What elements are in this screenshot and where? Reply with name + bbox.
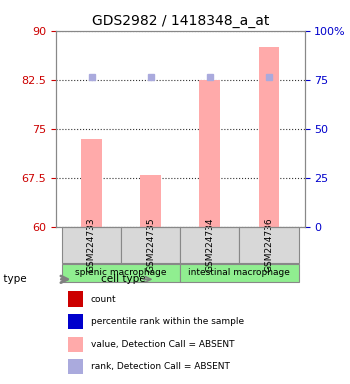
Bar (81, 139, 102, 227)
Text: rank, Detection Call = ABSENT: rank, Detection Call = ABSENT (91, 362, 230, 371)
Bar (68, 314, 83, 329)
FancyBboxPatch shape (180, 264, 299, 282)
Text: GSM224734: GSM224734 (205, 218, 214, 272)
Text: cell type: cell type (0, 274, 26, 284)
Text: value, Detection Call = ABSENT: value, Detection Call = ABSENT (91, 340, 234, 349)
Bar (259, 47, 279, 227)
Bar (68, 359, 83, 374)
Bar (68, 291, 83, 306)
Text: splenic macrophage: splenic macrophage (75, 268, 167, 278)
FancyBboxPatch shape (62, 264, 180, 282)
FancyBboxPatch shape (180, 227, 239, 263)
Text: intestinal macrophage: intestinal macrophage (189, 268, 290, 278)
FancyBboxPatch shape (239, 227, 299, 263)
Text: percentile rank within the sample: percentile rank within the sample (91, 317, 244, 326)
Text: GSM224733: GSM224733 (87, 218, 96, 272)
FancyBboxPatch shape (62, 227, 121, 263)
Bar (199, 80, 220, 227)
Title: GDS2982 / 1418348_a_at: GDS2982 / 1418348_a_at (92, 14, 269, 28)
Text: GSM224736: GSM224736 (265, 218, 273, 272)
FancyBboxPatch shape (121, 227, 180, 263)
Bar (140, 175, 161, 227)
Text: GSM224735: GSM224735 (146, 218, 155, 272)
Text: cell type: cell type (101, 274, 146, 284)
Bar (68, 337, 83, 352)
Text: count: count (91, 295, 117, 303)
